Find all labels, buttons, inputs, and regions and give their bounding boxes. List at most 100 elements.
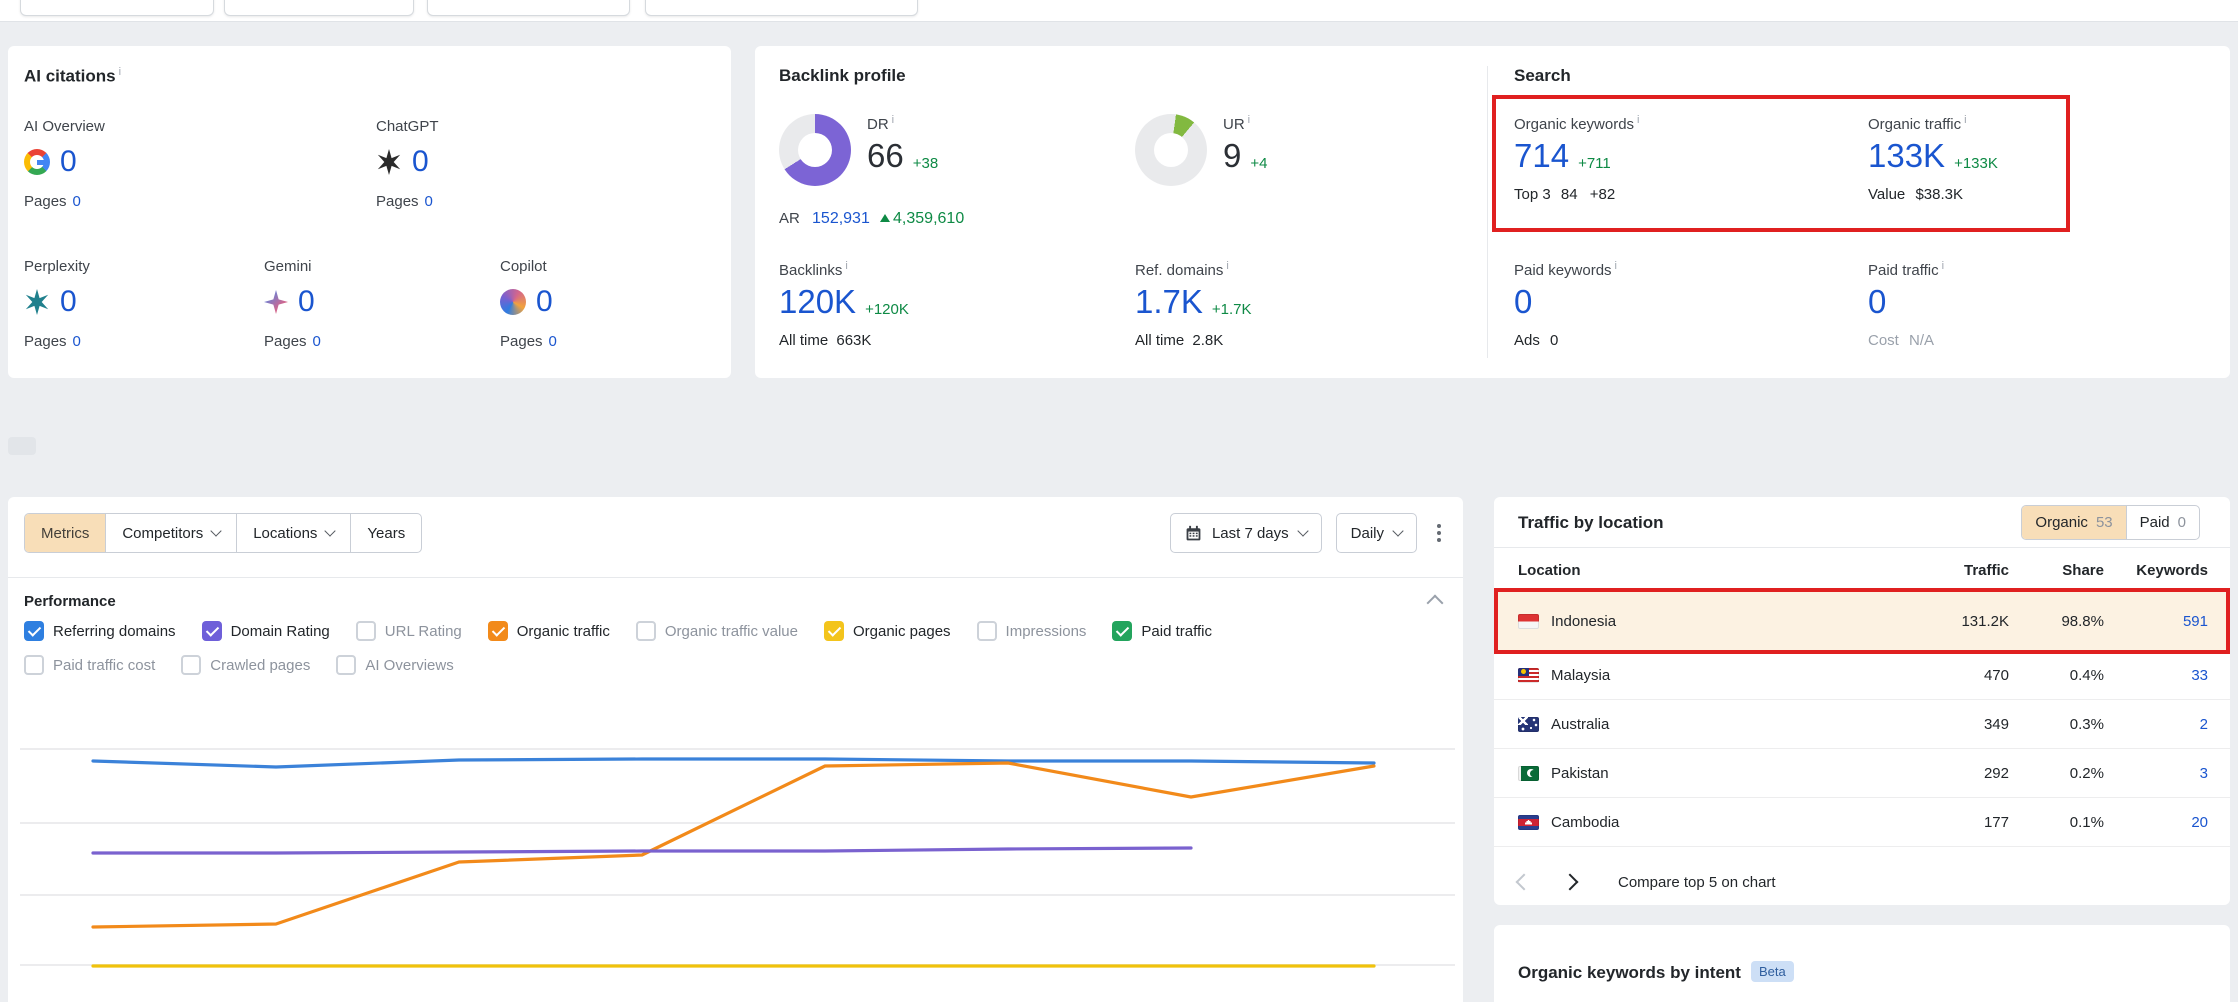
tab-organic-search[interactable] (124, 437, 152, 455)
segment-competitors[interactable]: Competitors (105, 514, 236, 552)
checkbox-box[interactable] (487, 621, 508, 641)
url-rating-block: UR 9 +4 (1135, 114, 1267, 186)
column-location[interactable]: Location (1518, 561, 1581, 579)
ar-value[interactable]: 152,931 (812, 210, 870, 227)
info-icon[interactable] (1245, 116, 1250, 133)
checkbox-box[interactable] (24, 655, 44, 675)
top-partial-button-1[interactable] (20, 0, 214, 16)
keywords-link[interactable]: 591 (2182, 612, 2208, 630)
pages-count[interactable]: 0 (548, 333, 557, 350)
checkbox-box[interactable] (181, 655, 202, 675)
traffic-by-location-panel: Traffic by location Organic 53 Paid 0 Locat… (1494, 497, 2230, 905)
top-partial-button-3[interactable] (427, 0, 630, 16)
info-icon[interactable] (1939, 262, 1944, 279)
organic-traffic-value[interactable]: 133K (1868, 137, 1946, 174)
column-keywords[interactable]: Keywords (2136, 561, 2208, 579)
metric-checkbox-row-2: Paid traffic cost Crawled pages AI Overvie… (24, 655, 1447, 675)
info-icon[interactable] (1223, 262, 1228, 279)
next-page-icon[interactable] (1561, 873, 1579, 891)
top-partial-button-4[interactable] (645, 0, 918, 16)
table-row-cambodia[interactable]: Cambodia 177 0.1% 20 (1494, 798, 2230, 847)
table-row-australia[interactable]: Australia 349 0.3% 2 (1494, 700, 2230, 749)
domain-rating-checkbox[interactable]: Domain Rating (201, 621, 330, 641)
location-name: Indonesia (1551, 612, 1617, 630)
checkbox-box[interactable] (336, 655, 357, 675)
chart-line-organic-traffic (91, 761, 1376, 929)
checkbox-box[interactable] (976, 621, 997, 641)
paid-keywords-value[interactable]: 0 (1514, 283, 1533, 320)
collapse-section-icon[interactable] (1426, 594, 1444, 612)
info-icon[interactable] (889, 116, 894, 133)
pages-count[interactable]: 0 (424, 193, 433, 210)
info-icon[interactable] (1634, 116, 1639, 133)
checkbox-box[interactable] (635, 621, 656, 641)
table-row-malaysia[interactable]: Malaysia 470 0.4% 33 (1494, 651, 2230, 700)
backlinks-value[interactable]: 120K (779, 283, 857, 320)
paid-traffic-checkbox[interactable]: Paid traffic (1112, 621, 1212, 641)
keywords-link[interactable]: 2 (2199, 715, 2208, 733)
tab-paid-search[interactable] (182, 437, 210, 455)
ai-overviews-checkbox[interactable]: AI Overviews (336, 655, 454, 675)
ai-citation-copilot: Copilot 0 Pages 0 (500, 258, 720, 350)
ai-citation-count[interactable]: 0 (60, 145, 77, 178)
impressions-checkbox[interactable]: Impressions (976, 621, 1086, 641)
ads-value[interactable]: 0 (1550, 332, 1559, 349)
ai-citation-chatgpt: ChatGPT 0 Pages 0 (376, 118, 596, 210)
ai-citation-count[interactable]: 0 (298, 285, 315, 318)
paid-traffic-value[interactable]: 0 (1868, 283, 1887, 320)
top3-value[interactable]: 84 (1560, 186, 1578, 203)
keywords-link[interactable]: 3 (2199, 764, 2208, 782)
keywords-link[interactable]: 33 (2191, 666, 2208, 684)
top-partial-button-2[interactable] (224, 0, 414, 16)
prev-page-icon[interactable] (1515, 873, 1533, 891)
more-options-button[interactable] (1431, 518, 1447, 548)
pages-count[interactable]: 0 (72, 193, 81, 210)
chatgpt-icon (377, 149, 401, 175)
share-value: 0.4% (2069, 666, 2104, 684)
ref-domains-block: Ref. domains 1.7K +1.7K All time 2.8K (1135, 260, 1252, 349)
checkbox-box[interactable] (1112, 621, 1133, 641)
info-icon[interactable] (842, 262, 847, 279)
url-rating-checkbox[interactable]: URL Rating (355, 621, 462, 641)
ai-citation-count[interactable]: 0 (60, 285, 77, 318)
indonesia-flag-icon (1518, 613, 1539, 629)
checkbox-label: Referring domains (53, 622, 176, 640)
organic-traffic-checkbox[interactable]: Organic traffic (487, 621, 610, 641)
ref-domains-value[interactable]: 1.7K (1135, 283, 1203, 320)
organic-traffic-value-checkbox[interactable]: Organic traffic value (635, 621, 798, 641)
keywords-link[interactable]: 20 (2191, 813, 2208, 831)
segment-locations[interactable]: Locations (236, 514, 350, 552)
search-title: Search (1514, 66, 1571, 85)
pages-count[interactable]: 0 (72, 333, 81, 350)
referring-domains-checkbox[interactable]: Referring domains (24, 621, 176, 641)
crawled-pages-checkbox[interactable]: Crawled pages (181, 655, 310, 675)
info-icon[interactable] (1961, 116, 1966, 133)
ai-citation-count[interactable]: 0 (412, 145, 429, 178)
date-range-button[interactable]: Last 7 days (1169, 513, 1322, 553)
checkbox-box[interactable] (201, 621, 222, 641)
table-row-pakistan[interactable]: Pakistan 292 0.2% 3 (1494, 749, 2230, 798)
organic-keywords-value[interactable]: 714 (1514, 137, 1570, 174)
organic-keywords-label: Organic keywords (1514, 116, 1635, 133)
checkbox-box[interactable] (24, 621, 44, 641)
tab-backlink-profile[interactable] (66, 437, 94, 455)
granularity-button[interactable]: Daily (1335, 513, 1417, 553)
tab-general[interactable] (8, 437, 36, 455)
organic-pages-checkbox[interactable]: Organic pages (823, 621, 951, 641)
column-traffic[interactable]: Traffic (1963, 561, 2009, 579)
segment-metrics[interactable]: Metrics (25, 514, 106, 552)
ai-citation-count[interactable]: 0 (536, 285, 553, 318)
column-share[interactable]: Share (2062, 561, 2104, 579)
toggle-organic[interactable]: Organic 53 (2022, 506, 2126, 539)
toggle-paid[interactable]: Paid 0 (2125, 506, 2199, 539)
info-icon[interactable] (1612, 262, 1617, 279)
paid-traffic-cost-checkbox[interactable]: Paid traffic cost (24, 655, 155, 675)
info-icon[interactable] (116, 68, 121, 85)
table-row-indonesia[interactable]: Indonesia 131.2K 98.8% 591 (1494, 591, 2230, 651)
checkbox-box[interactable] (355, 621, 376, 641)
compare-top5-link[interactable]: Compare top 5 on chart (1618, 873, 1776, 891)
toggle-label: Organic (2035, 514, 2088, 531)
checkbox-box[interactable] (823, 621, 844, 641)
pages-count[interactable]: 0 (312, 333, 321, 350)
segment-years[interactable]: Years (350, 514, 421, 552)
